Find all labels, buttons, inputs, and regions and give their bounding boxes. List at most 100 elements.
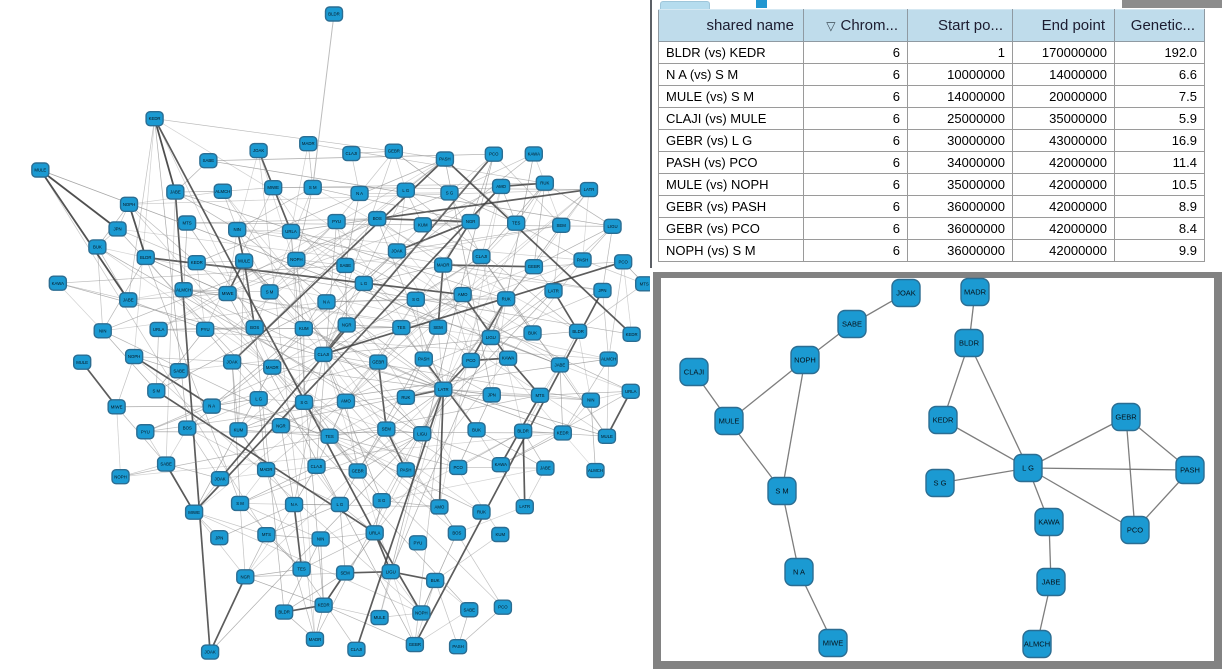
node-shape[interactable] [524, 146, 543, 162]
node-shape[interactable] [320, 428, 339, 444]
node-shape[interactable] [236, 569, 255, 585]
cell-value[interactable]: 20000000 [1012, 85, 1115, 108]
node-shape[interactable] [613, 254, 633, 270]
network-node[interactable]: URLA [621, 383, 640, 400]
node-shape[interactable] [433, 257, 453, 273]
network-node[interactable]: KEDR [553, 425, 572, 441]
node-shape[interactable] [493, 599, 513, 615]
network-node[interactable]: URLA [365, 525, 384, 541]
cell-value[interactable]: 6 [803, 129, 908, 152]
cell-value[interactable]: 192.0 [1114, 41, 1205, 64]
node-shape[interactable] [891, 278, 921, 308]
node-shape[interactable] [210, 530, 229, 546]
node-shape[interactable] [303, 179, 322, 196]
node-shape[interactable] [392, 319, 411, 336]
network-node[interactable]: JABE [1036, 567, 1066, 597]
network-node[interactable]: N A [784, 557, 814, 587]
node-shape[interactable] [524, 258, 544, 275]
network-node[interactable]: S G [294, 394, 314, 410]
cell-value[interactable]: 16.9 [1114, 129, 1205, 152]
network-node[interactable]: S M [767, 476, 797, 506]
cell-value[interactable]: 14000000 [1012, 63, 1115, 86]
network-node[interactable]: PASH [435, 151, 455, 167]
node-shape[interactable] [396, 182, 416, 198]
node-shape[interactable] [108, 221, 127, 237]
node-shape[interactable] [260, 284, 279, 300]
network-node[interactable]: KAWA [498, 350, 518, 366]
node-shape[interactable] [222, 354, 242, 370]
node-shape[interactable] [229, 422, 248, 438]
network-node[interactable]: BLDR [324, 6, 344, 22]
node-shape[interactable] [311, 531, 330, 547]
network-node[interactable]: MIWE [218, 285, 237, 302]
network-node[interactable]: BOS [447, 525, 467, 541]
network-node[interactable]: LATR [515, 498, 534, 515]
network-node[interactable]: RUK [496, 291, 516, 307]
cell-value[interactable]: 9.9 [1114, 239, 1205, 262]
network-node[interactable]: BOS [368, 210, 387, 227]
node-shape[interactable] [354, 275, 374, 292]
network-node[interactable]: KAWA [524, 146, 543, 162]
network-node[interactable]: PASH [573, 252, 592, 268]
node-shape[interactable] [372, 492, 391, 509]
cell-value[interactable]: 42000000 [1012, 217, 1115, 240]
network-node[interactable]: BLDR [274, 604, 294, 620]
network-node[interactable]: URLA [149, 321, 168, 338]
network-node[interactable]: PCO [461, 352, 481, 369]
toolbar-chip-icon[interactable] [756, 0, 767, 8]
network-node[interactable]: BLDR [568, 323, 588, 340]
node-shape[interactable] [342, 145, 361, 162]
network-node[interactable]: KEDR [314, 597, 333, 613]
node-shape[interactable] [145, 110, 164, 127]
cell-shared-name[interactable]: GEBR (vs) PCO [658, 217, 804, 240]
table-row[interactable]: CLAJI (vs) MULE 6 25000000 35000000 5.9 [658, 107, 1205, 130]
column-header-genetic-[interactable]: Genetic... [1114, 9, 1205, 42]
node-shape[interactable] [347, 641, 366, 657]
node-shape[interactable] [461, 352, 481, 369]
node-shape[interactable] [954, 328, 984, 358]
network-node[interactable]: KEDR [145, 110, 164, 127]
node-shape[interactable] [837, 309, 867, 339]
network-node[interactable]: MADR [263, 359, 282, 375]
network-node[interactable]: L G [354, 275, 374, 292]
node-shape[interactable] [622, 326, 641, 342]
node-shape[interactable] [245, 319, 264, 336]
cell-value[interactable]: 42000000 [1012, 173, 1115, 196]
network-node[interactable]: CLAJI [307, 458, 326, 475]
node-shape[interactable] [314, 597, 333, 613]
cell-shared-name[interactable]: CLAJI (vs) MULE [658, 107, 804, 130]
node-shape[interactable] [31, 162, 50, 178]
node-shape[interactable] [335, 565, 355, 581]
network-node[interactable]: LATR [434, 381, 453, 397]
node-shape[interactable] [586, 462, 605, 479]
network-node[interactable]: JOAK [200, 644, 220, 660]
network-node[interactable]: MTS [530, 387, 550, 404]
node-shape[interactable] [178, 420, 197, 436]
network-node[interactable]: PASH [414, 351, 433, 367]
network-node[interactable]: LATR [579, 181, 599, 198]
node-shape[interactable] [430, 499, 449, 515]
table-row[interactable]: BLDR (vs) KEDR 6 1 170000000 192.0 [658, 41, 1205, 64]
node-shape[interactable] [218, 285, 237, 302]
node-shape[interactable] [336, 257, 355, 274]
node-shape[interactable] [284, 496, 304, 513]
network-node[interactable]: RUK [535, 175, 555, 191]
network-node[interactable]: MTS [257, 526, 276, 543]
node-shape[interactable] [515, 498, 534, 515]
network-node[interactable]: PCO [493, 599, 513, 615]
cell-value[interactable]: 35000000 [1012, 107, 1115, 130]
node-shape[interactable] [447, 525, 467, 541]
node-shape[interactable] [535, 175, 555, 191]
network-node[interactable]: S G [925, 468, 955, 498]
node-shape[interactable] [496, 291, 516, 307]
node-shape[interactable] [581, 392, 601, 408]
cell-shared-name[interactable]: MULE (vs) NOPH [658, 173, 804, 196]
network-node[interactable]: ALMCH [174, 282, 193, 298]
network-node[interactable]: TES [507, 215, 526, 231]
node-shape[interactable] [1175, 455, 1205, 485]
node-shape[interactable] [593, 282, 612, 299]
node-shape[interactable] [461, 213, 480, 230]
network-node[interactable]: CLAJI [347, 641, 366, 657]
network-node[interactable]: CLAJI [679, 357, 709, 387]
network-node[interactable]: MIWE [818, 628, 848, 658]
